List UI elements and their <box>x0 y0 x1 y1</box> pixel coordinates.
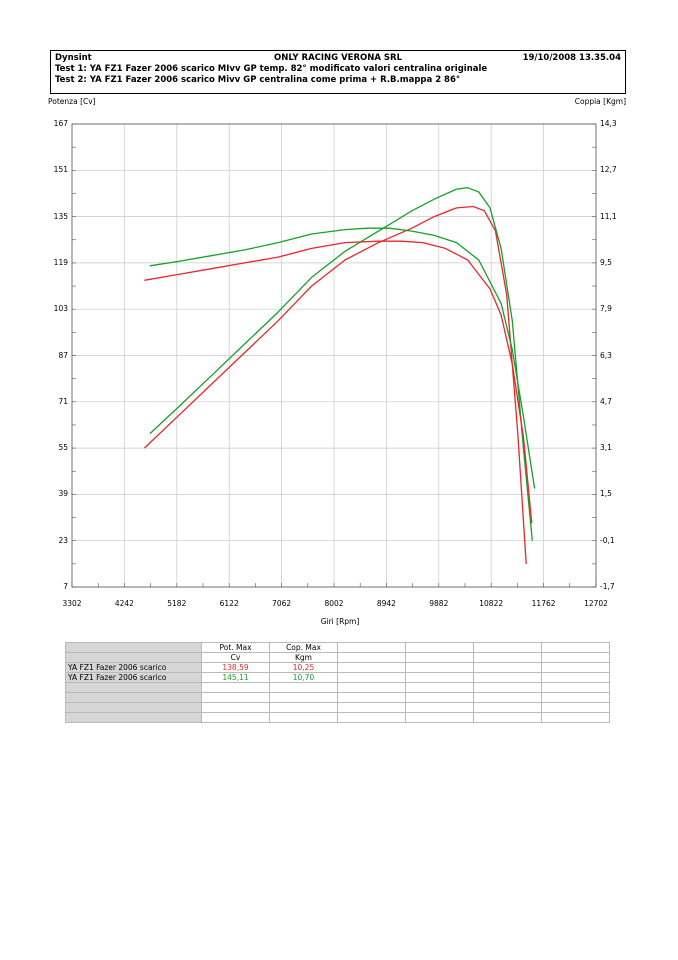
x-tick-label: 11762 <box>531 599 556 608</box>
row-label: YA FZ1 Fazer 2006 scarico <box>65 662 202 673</box>
series-line-test2-power <box>149 187 533 541</box>
test1-description: Test 1: YA FZ1 Fazer 2006 scarico MIvv G… <box>55 64 488 74</box>
x-tick-label: 6122 <box>219 599 239 608</box>
row-cop-max: 10,70 <box>269 672 338 683</box>
table-row: YA FZ1 Fazer 2006 scarico 145,11 10,70 <box>65 672 610 683</box>
x-tick-label: 5182 <box>167 599 187 608</box>
y-tick-right-label: -0,1 <box>600 535 615 545</box>
x-tick-label: 12702 <box>584 599 608 608</box>
header-pot-max: Pot. Max <box>201 642 270 653</box>
x-tick-label: 3302 <box>62 599 82 608</box>
table-row <box>65 682 610 693</box>
y-tick-left-label: 119 <box>53 257 68 267</box>
x-tick-label: 4242 <box>114 599 134 608</box>
unit-cv: Cv <box>201 652 270 663</box>
y-tick-right-label: 9,5 <box>600 257 612 267</box>
y-tick-left-label: 23 <box>58 535 68 545</box>
y-tick-right-label: 3,1 <box>600 443 612 453</box>
table-corner-cell <box>65 652 202 663</box>
table-corner-cell <box>65 642 202 653</box>
unit-kgm: Kgm <box>269 652 338 663</box>
x-tick-label: 9882 <box>429 599 449 608</box>
y-tick-right-label: 4,7 <box>600 396 612 406</box>
results-table: Pot. Max Cop. Max Cv Kgm YA FZ1 Fazer 20… <box>65 642 610 723</box>
report-datetime: 19/10/2008 13.35.04 <box>522 53 621 63</box>
y-tick-left-label: 39 <box>58 489 68 499</box>
y-tick-left-label: 71 <box>58 396 68 406</box>
y-tick-right-label: 6,3 <box>600 350 612 360</box>
test2-description: Test 2: YA FZ1 Fazer 2006 scarico Mivv G… <box>55 75 461 85</box>
y-tick-left-label: 151 <box>53 165 68 175</box>
table-row: YA FZ1 Fazer 2006 scarico 138,59 10,25 <box>65 662 610 673</box>
y-tick-right-label: 14,3 <box>600 119 617 128</box>
x-tick-label: 8942 <box>376 599 396 608</box>
y-tick-left-label: 87 <box>58 350 68 360</box>
plot-frame <box>71 123 597 588</box>
x-tick-label: 8002 <box>324 599 344 608</box>
chart-grid <box>71 123 597 588</box>
table-row <box>65 702 610 713</box>
y-tick-left-label: 135 <box>53 211 68 221</box>
report-header: Dynsint ONLY RACING VERONA SRL 19/10/200… <box>50 50 626 94</box>
x-axis-label: Giri [Rpm] <box>320 617 360 626</box>
table-row <box>65 692 610 703</box>
table-header-row: Pot. Max Cop. Max <box>65 642 610 653</box>
row-label: YA FZ1 Fazer 2006 scarico <box>65 672 202 683</box>
y-tick-right-label: 7,9 <box>600 304 612 314</box>
y-tick-left-label: 7 <box>63 582 68 591</box>
series-line-test1-torque <box>144 240 533 524</box>
row-pot-max: 145,11 <box>201 672 270 683</box>
chart-series <box>143 187 536 564</box>
y-axis-left-label: Potenza [Cv] <box>48 97 96 106</box>
y-axis-right-label: Coppia [Kgm] <box>574 97 626 106</box>
series-line-test1-power <box>143 205 527 564</box>
row-pot-max: 138,59 <box>201 662 270 673</box>
row-cop-max: 10,25 <box>269 662 338 673</box>
y-tick-right-label: 1,5 <box>600 489 612 499</box>
x-tick-label: 10822 <box>479 599 504 608</box>
series-line-test2-torque <box>149 227 536 489</box>
table-row <box>65 712 610 723</box>
company-name: ONLY RACING VERONA SRL <box>273 53 402 63</box>
y-tick-left-label: 167 <box>53 119 68 128</box>
y-tick-left-label: 103 <box>53 304 68 314</box>
y-tick-right-label: 12,7 <box>600 165 617 175</box>
header-cop-max: Cop. Max <box>269 642 338 653</box>
y-tick-left-label: 55 <box>58 443 68 453</box>
x-tick-label: 7062 <box>272 599 292 608</box>
table-unit-row: Cv Kgm <box>65 652 610 663</box>
y-tick-right-label: 11,1 <box>600 211 617 221</box>
brand-label: Dynsint <box>55 53 92 63</box>
y-tick-right-label: -1,7 <box>600 582 615 591</box>
